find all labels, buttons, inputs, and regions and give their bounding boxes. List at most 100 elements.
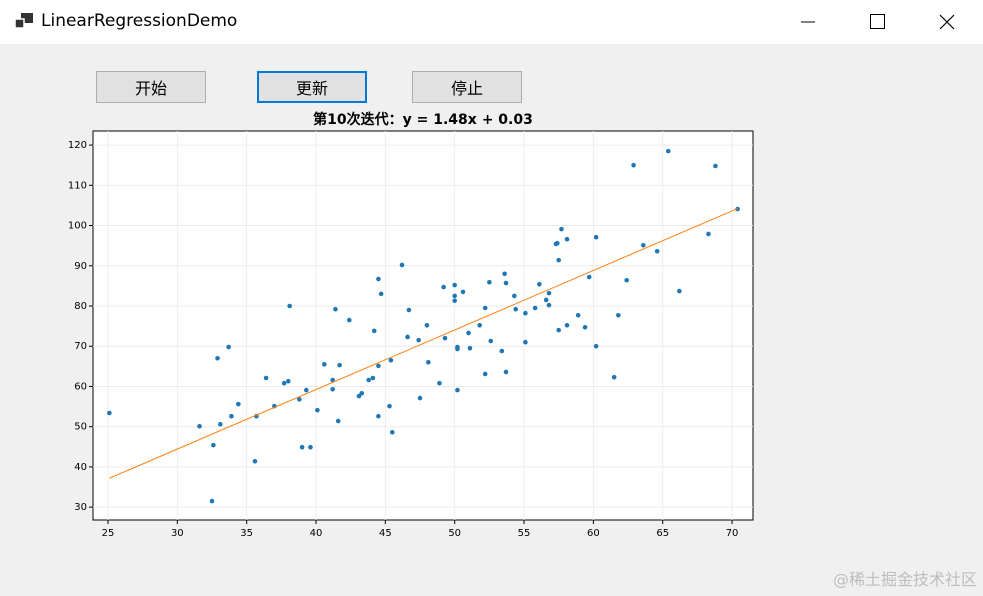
data-point <box>559 226 564 232</box>
window-title: LinearRegressionDemo <box>41 11 238 31</box>
data-point <box>359 390 365 396</box>
data-point <box>330 386 335 392</box>
data-point <box>211 442 216 448</box>
y-tick-label: 30 <box>74 502 87 513</box>
data-point <box>546 290 552 296</box>
plot-area <box>92 130 754 521</box>
data-point <box>593 343 599 349</box>
data-point <box>370 375 376 381</box>
data-point <box>532 305 538 311</box>
data-point <box>452 298 457 304</box>
data-point <box>502 271 507 277</box>
stop-button[interactable]: 停止 <box>412 71 522 103</box>
data-point <box>586 274 592 280</box>
y-tick-label: 80 <box>74 301 87 312</box>
start-button[interactable]: 开始 <box>96 71 206 103</box>
data-point <box>299 444 305 450</box>
data-point <box>665 148 671 154</box>
data-point <box>215 355 220 361</box>
y-tick-label: 120 <box>68 140 87 151</box>
data-point <box>263 375 269 381</box>
data-point <box>460 289 466 295</box>
data-point <box>229 413 234 419</box>
data-point <box>499 348 505 354</box>
data-point <box>641 242 646 248</box>
data-point <box>437 380 442 386</box>
data-point <box>399 262 405 268</box>
data-point <box>287 303 292 309</box>
x-tick-label: 25 <box>102 528 115 539</box>
chart-title: 第10次迭代：y = 1.48x + 0.03 <box>313 111 533 128</box>
data-point <box>556 327 562 333</box>
y-tick-label: 70 <box>74 341 87 352</box>
data-point <box>337 362 342 368</box>
data-point <box>477 322 482 328</box>
update-button[interactable]: 更新 <box>257 71 367 103</box>
data-point <box>308 444 313 450</box>
data-point <box>654 248 660 254</box>
close-button[interactable] <box>924 0 970 44</box>
data-point <box>466 330 471 336</box>
data-point <box>582 325 588 330</box>
watermark: @稀土掘金技术社区 <box>832 570 977 589</box>
data-point <box>281 380 287 386</box>
data-point <box>389 430 395 435</box>
data-point <box>713 163 718 169</box>
data-point <box>405 334 410 340</box>
y-tick-label: 60 <box>74 381 87 392</box>
data-point <box>482 305 488 311</box>
data-point <box>624 277 629 283</box>
data-point <box>556 257 562 263</box>
data-point <box>523 310 528 316</box>
data-point <box>503 280 509 286</box>
data-point <box>488 338 494 344</box>
data-point <box>297 397 302 402</box>
data-point <box>388 357 394 363</box>
data-point <box>706 231 711 237</box>
data-point <box>442 335 448 341</box>
x-tick-label: 35 <box>240 528 253 539</box>
data-point <box>218 421 223 427</box>
data-point <box>303 387 309 393</box>
data-point <box>417 395 423 401</box>
data-point <box>677 288 682 294</box>
x-tick-label: 70 <box>726 528 739 539</box>
data-point <box>616 312 621 318</box>
data-point <box>452 293 457 299</box>
data-point <box>376 413 381 419</box>
data-point <box>387 403 392 409</box>
data-point <box>107 410 112 416</box>
data-point <box>611 374 617 380</box>
x-tick-label: 30 <box>171 528 184 539</box>
maximize-button[interactable] <box>854 0 900 44</box>
x-tick-label: 65 <box>656 528 669 539</box>
data-point <box>333 306 338 312</box>
x-tick-label: 45 <box>379 528 392 539</box>
data-point <box>564 236 570 242</box>
minimize-button[interactable] <box>785 0 831 44</box>
data-point <box>546 302 552 308</box>
app-icon <box>15 13 33 29</box>
data-point <box>406 307 412 313</box>
data-point <box>335 418 341 424</box>
data-point <box>330 377 335 383</box>
x-tick-label: 50 <box>448 528 461 539</box>
data-point <box>441 284 446 290</box>
data-point <box>512 293 517 299</box>
data-point <box>631 162 636 168</box>
data-point <box>252 458 258 464</box>
data-point <box>523 339 528 345</box>
data-point <box>426 360 431 365</box>
data-point <box>376 276 381 282</box>
data-point <box>346 317 352 323</box>
data-point <box>236 401 241 407</box>
title-bar: LinearRegressionDemo <box>0 0 983 44</box>
data-point <box>197 423 202 429</box>
y-tick-label: 50 <box>74 422 87 433</box>
data-point <box>356 393 362 399</box>
data-point <box>593 234 599 240</box>
data-point <box>564 322 570 328</box>
x-tick-label: 55 <box>518 528 531 539</box>
